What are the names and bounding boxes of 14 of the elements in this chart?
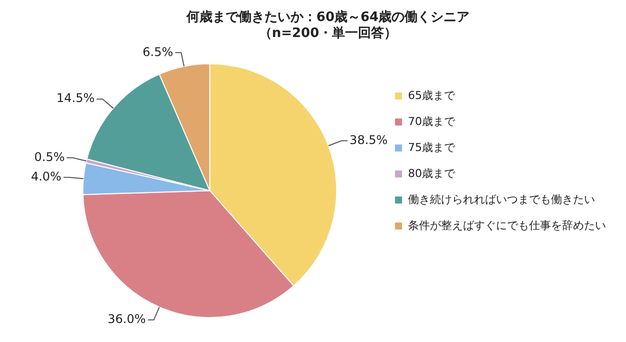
legend-label: 65歳まで [408, 88, 456, 102]
legend-label: 条件が整えばすぐにでも仕事を辞めたい [408, 218, 606, 232]
chart-title: 何歳まで働きたいか：60歳～64歳の働くシニア [185, 10, 470, 26]
legend-label: 75歳まで [408, 140, 456, 154]
legend-label: 80歳まで [408, 166, 456, 180]
data-label: 0.5% [34, 150, 65, 164]
data-label: 38.5% [350, 132, 388, 147]
data-label: 4.0% [30, 169, 62, 184]
legend-label: 働き続けられればいつまでも働きたい [408, 192, 595, 206]
data-label: 14.5% [56, 91, 95, 106]
chart-subtitle: （n=200・単一回答） [258, 26, 398, 41]
legend-label: 70歳まで [408, 114, 456, 128]
data-label: 6.5% [142, 44, 174, 59]
data-label: 36.0% [108, 312, 146, 326]
